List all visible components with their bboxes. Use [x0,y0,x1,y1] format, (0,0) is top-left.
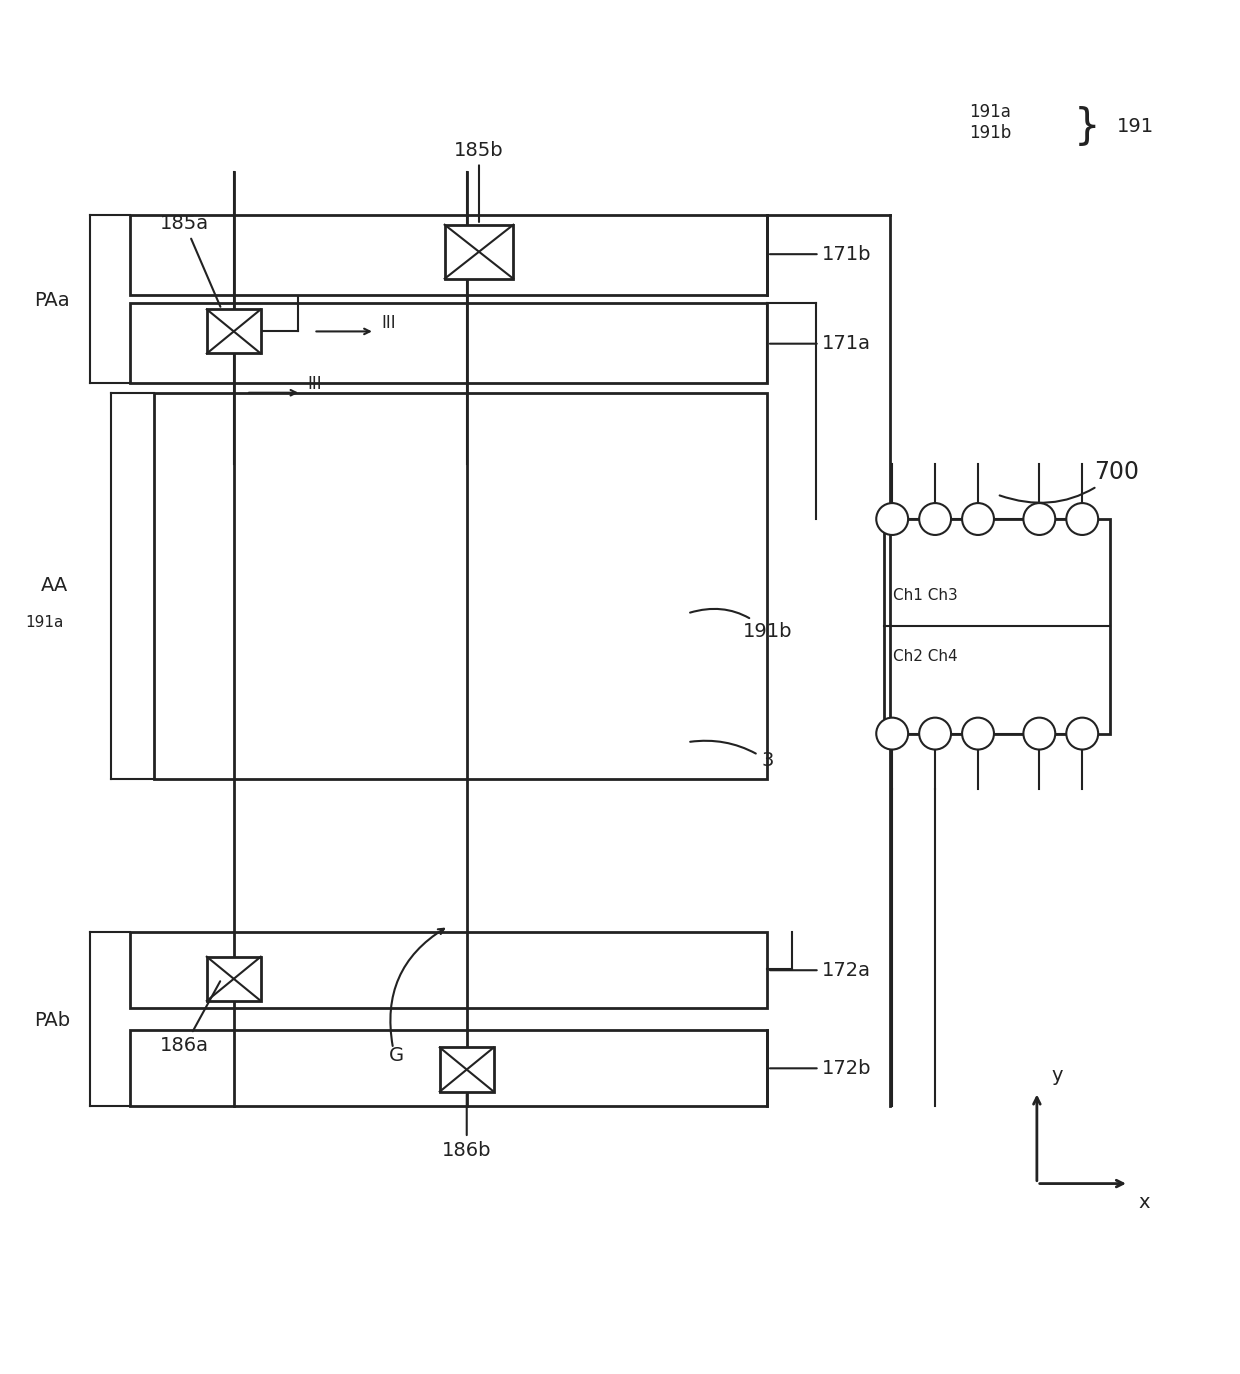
Bar [207,956,260,1000]
Bar [129,304,768,383]
Text: 172b: 172b [770,1059,872,1077]
Circle shape [1023,503,1055,534]
Circle shape [1066,503,1099,534]
Text: y: y [1052,1066,1063,1085]
Text: III: III [308,375,322,393]
Text: 191a: 191a [25,614,63,629]
Text: PAb: PAb [33,1011,69,1030]
Circle shape [1066,717,1099,750]
Text: 186b: 186b [441,1095,491,1160]
Bar [884,519,1111,734]
Circle shape [919,717,951,750]
Bar [129,1030,768,1106]
Text: 171b: 171b [770,245,872,264]
Bar [154,393,768,779]
Circle shape [877,503,908,534]
Circle shape [1023,717,1055,750]
Text: 700: 700 [999,459,1140,503]
Text: 172a: 172a [770,960,872,980]
Text: 3: 3 [691,741,774,769]
Text: 191b: 191b [691,609,792,642]
Circle shape [877,717,908,750]
Text: 186a: 186a [160,981,221,1055]
Bar [445,225,513,279]
Circle shape [962,717,994,750]
Bar [207,309,260,353]
Bar [440,1047,494,1091]
Text: 185a: 185a [160,214,221,306]
Text: }: } [1074,106,1100,147]
Circle shape [962,503,994,534]
Bar [129,932,768,1009]
Text: G: G [389,1046,404,1065]
Text: III: III [381,313,396,333]
Circle shape [919,503,951,534]
Text: 171a: 171a [770,334,872,353]
Text: 191a: 191a [970,103,1012,121]
Text: 185b: 185b [454,140,503,223]
Text: PAa: PAa [33,291,69,311]
Text: x: x [1138,1194,1151,1212]
Text: AA: AA [41,576,68,595]
Text: 191: 191 [1116,117,1153,136]
Bar [129,214,768,294]
Text: Ch1 Ch3: Ch1 Ch3 [894,588,959,603]
Text: Ch2 Ch4: Ch2 Ch4 [894,650,959,665]
Text: 191b: 191b [970,124,1012,142]
